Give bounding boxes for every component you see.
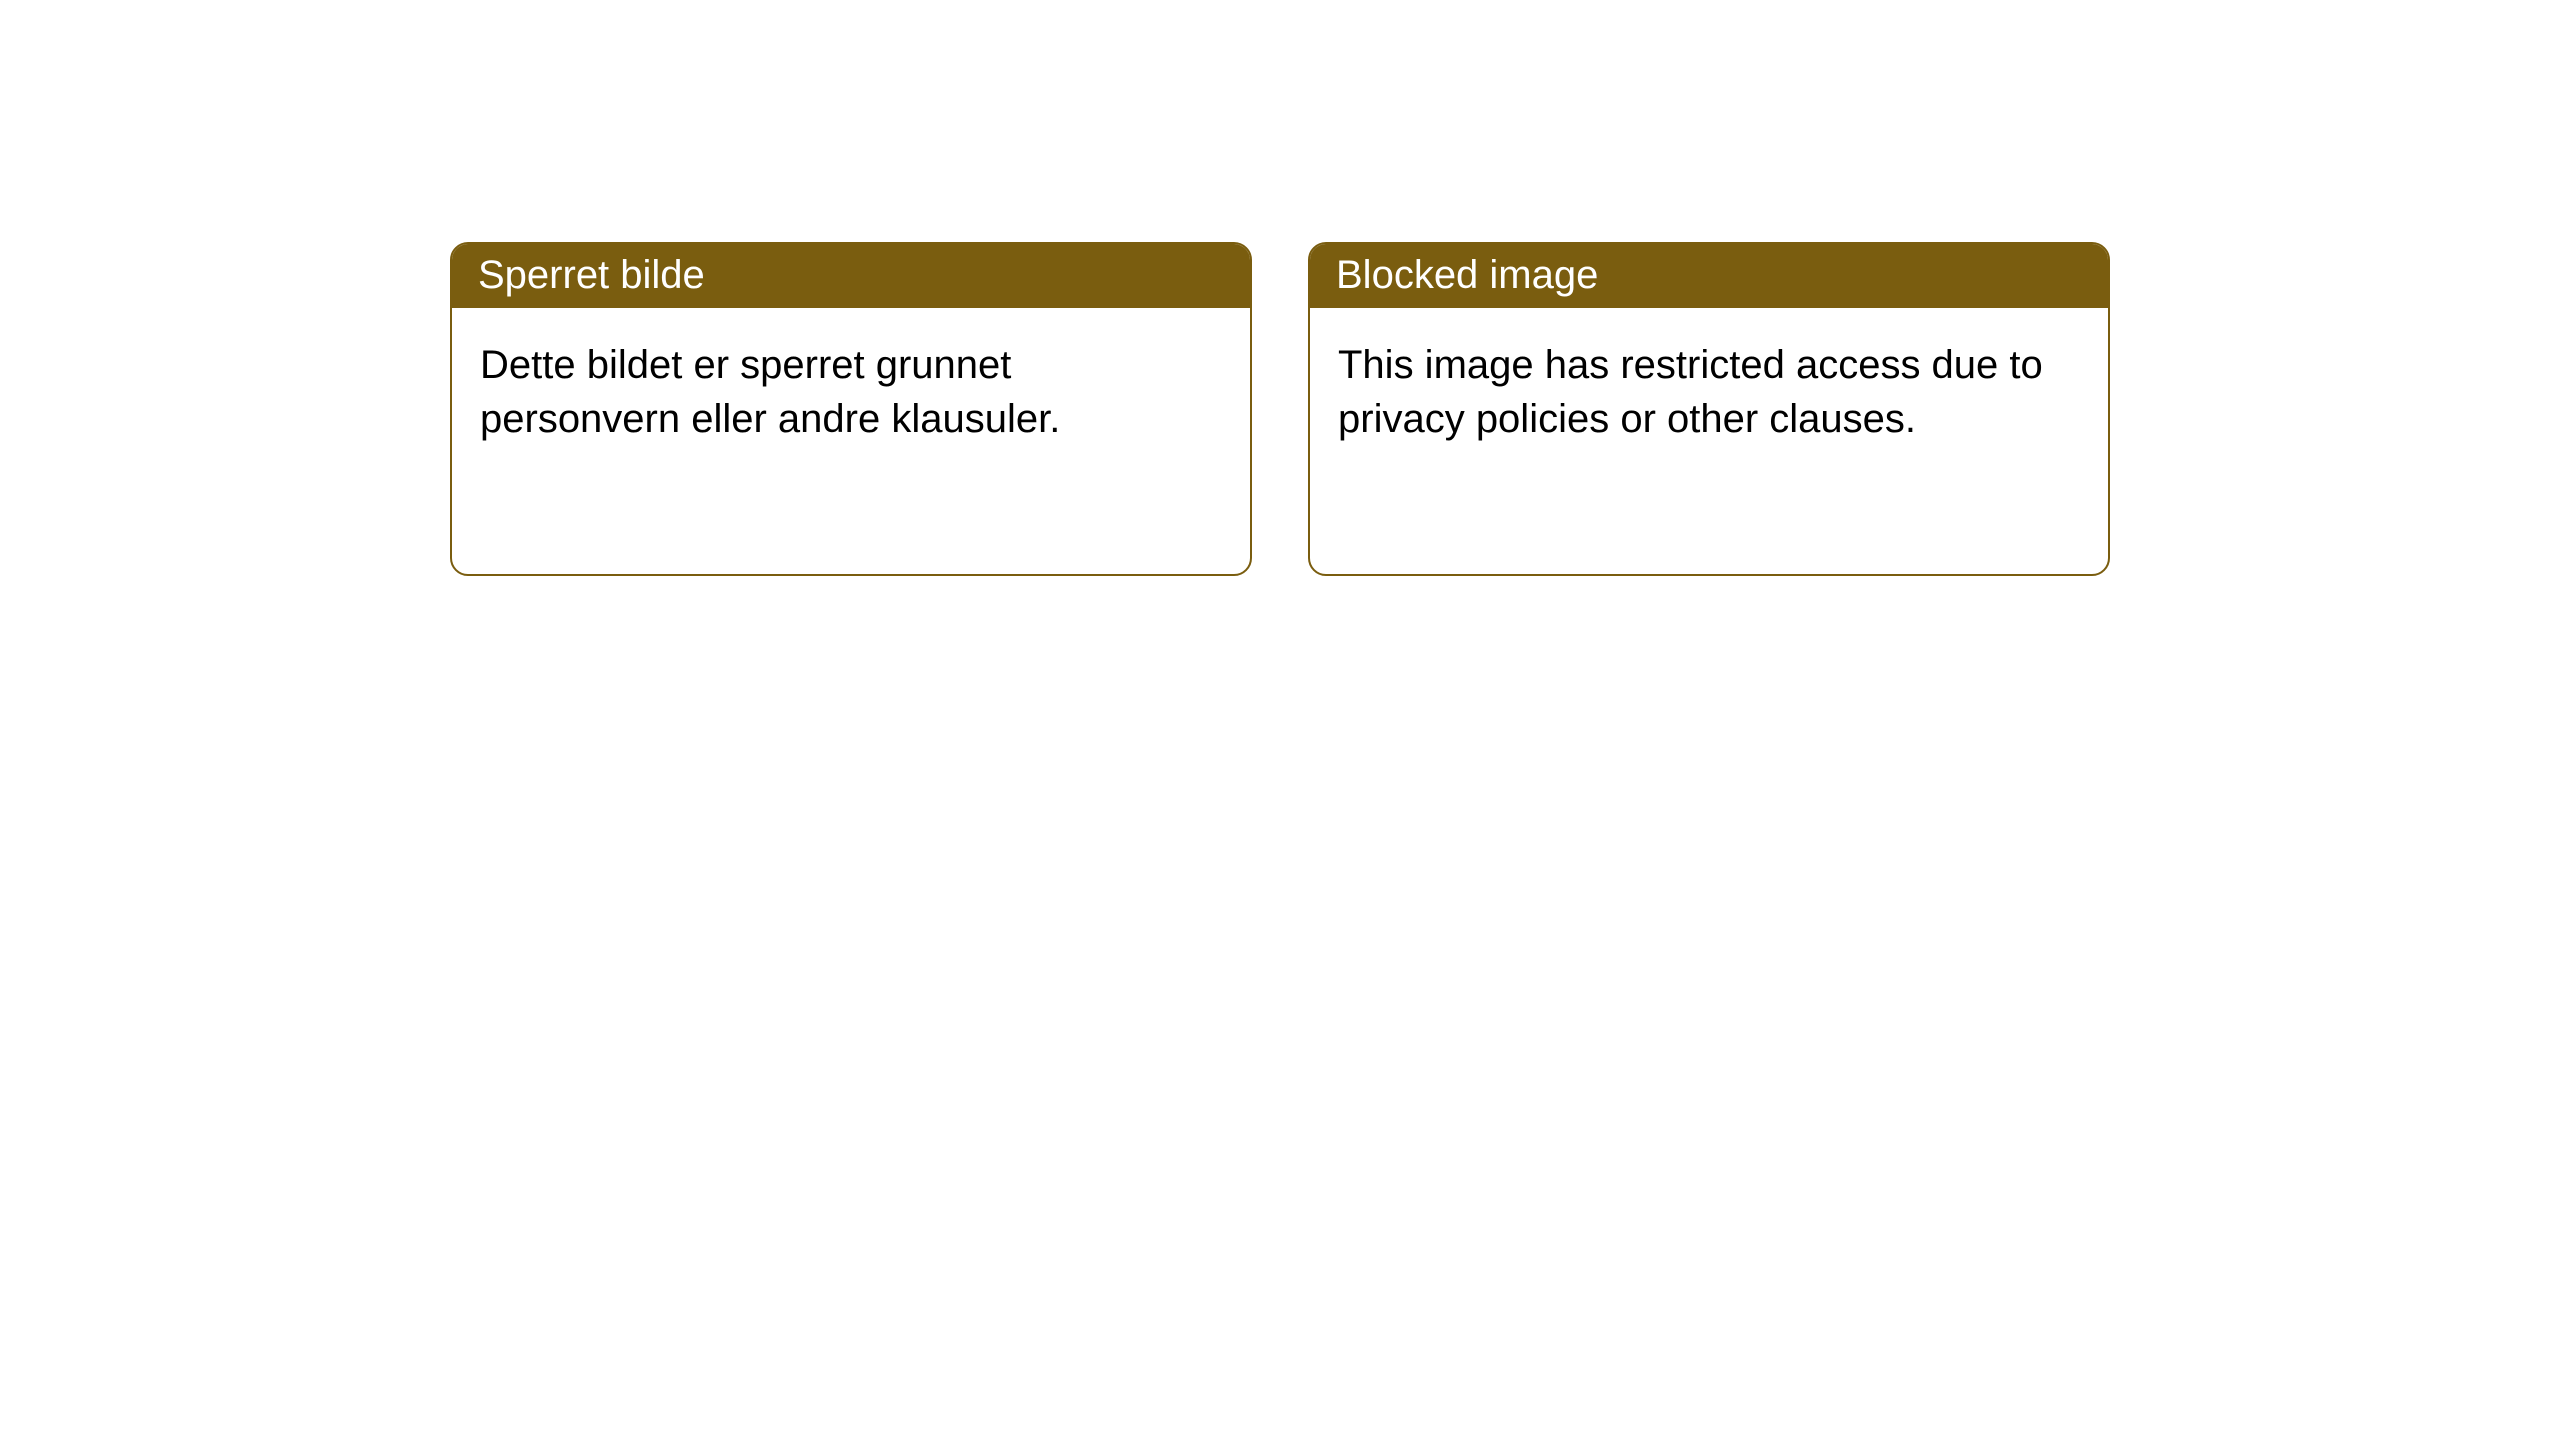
blocked-image-card-no: Sperret bilde Dette bildet er sperret gr… xyxy=(450,242,1252,576)
card-header-en: Blocked image xyxy=(1310,244,2108,308)
card-body-text-no: Dette bildet er sperret grunnet personve… xyxy=(480,343,1060,441)
card-title-en: Blocked image xyxy=(1336,253,1598,297)
card-body-text-en: This image has restricted access due to … xyxy=(1338,343,2043,441)
notice-card-container: Sperret bilde Dette bildet er sperret gr… xyxy=(450,242,2110,576)
card-body-no: Dette bildet er sperret grunnet personve… xyxy=(452,308,1250,476)
card-header-no: Sperret bilde xyxy=(452,244,1250,308)
card-body-en: This image has restricted access due to … xyxy=(1310,308,2108,476)
card-title-no: Sperret bilde xyxy=(478,253,705,297)
blocked-image-card-en: Blocked image This image has restricted … xyxy=(1308,242,2110,576)
